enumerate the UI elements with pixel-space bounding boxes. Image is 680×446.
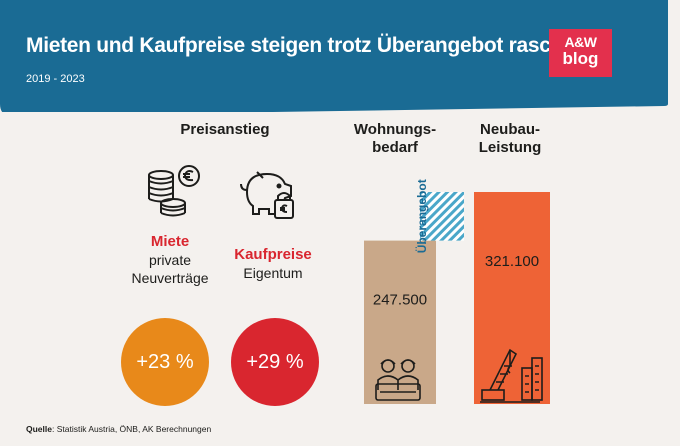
source-label: Quelle: [26, 424, 52, 434]
demand-heading-line-2: bedarf: [372, 139, 418, 156]
header-banner: [0, 0, 668, 112]
page-subtitle: 2019 - 2023: [26, 73, 85, 85]
supply-heading-line-1: Neubau-: [480, 121, 540, 138]
logo-line-2: blog: [562, 49, 599, 68]
rent-title: Miete: [150, 233, 190, 250]
purchase-line-1: Eigentum: [243, 265, 303, 281]
piggy-bank-euro-icon: [240, 171, 294, 219]
purchase-label: Kaufpreise Eigentum: [220, 246, 326, 282]
source-text: : Statistik Austria, ÖNB, AK Berechnunge…: [51, 424, 212, 434]
value-label-supply: 321.100: [485, 253, 539, 270]
rent-line-1: private: [148, 252, 192, 268]
demand-heading-line-1: Wohnungs-: [353, 121, 437, 138]
housing-chart: 247.500 321.100 Überangebot: [364, 179, 550, 404]
construction-workers-icon: [375, 359, 421, 401]
surplus-hatch: [420, 192, 464, 241]
page-title: Mieten und Kaufpreise steigen trotz Über…: [26, 34, 593, 57]
crane-building-icon: [480, 348, 543, 403]
bar-demand: [364, 240, 436, 404]
price-heading: Preisanstieg: [180, 121, 270, 138]
bar-supply: [474, 192, 550, 404]
purchase-title: Kaufpreise: [234, 246, 312, 263]
surplus-label: Überangebot: [414, 179, 429, 253]
purchase-increase-circle: +29 %: [231, 318, 319, 406]
supply-heading-line-2: Leistung: [478, 139, 542, 156]
demand-heading: Wohnungs- bedarf: [345, 121, 445, 157]
logo-line-1: A&W: [564, 34, 597, 50]
source-note: Quelle: Statistik Austria, ÖNB, AK Berec…: [26, 424, 211, 434]
rent-label: Miete private Neuverträge: [112, 233, 228, 287]
rent-increase-circle: +23 %: [121, 318, 209, 406]
supply-heading: Neubau- Leistung: [460, 121, 560, 157]
value-label-demand: 247.500: [373, 292, 427, 309]
euro-coins-icon: [148, 165, 200, 217]
rent-line-2: Neuverträge: [131, 270, 209, 286]
aw-blog-logo[interactable]: A&W blog: [549, 29, 612, 77]
